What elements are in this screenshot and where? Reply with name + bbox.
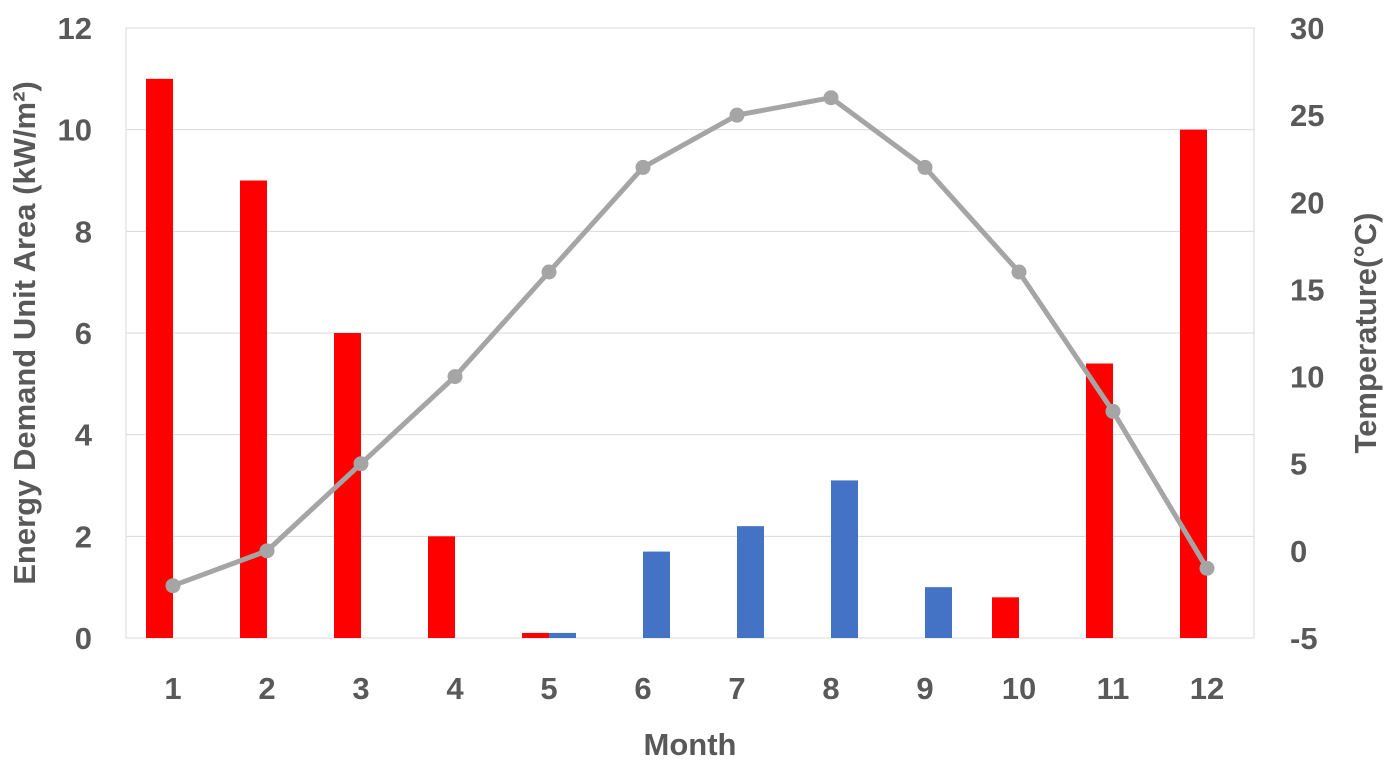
y2-tick-label: 20	[1290, 185, 1324, 220]
temperature-line-path	[172, 95, 1210, 589]
y2-tick-label: 15	[1290, 272, 1324, 307]
temperature-line	[165, 90, 1215, 594]
x-tick-label: 2	[258, 671, 275, 706]
x-tick-label: 8	[822, 671, 839, 706]
bar-heating	[522, 632, 549, 638]
y-tick-label: 12	[58, 11, 92, 46]
temperature-point	[541, 264, 557, 280]
bar-marks	[146, 78, 1207, 639]
temperature-point	[353, 456, 369, 472]
temperature-point	[729, 107, 745, 123]
bar-heating	[240, 180, 267, 638]
x-tick-label: 9	[916, 671, 933, 706]
bar-heating	[146, 78, 173, 639]
bar-cooling	[737, 526, 764, 638]
y2-tick-label: 10	[1290, 360, 1324, 395]
right-y-axis-title: Temperature(°C)	[1348, 213, 1383, 454]
y-tick-label: 2	[75, 519, 92, 554]
y-tick-label: 4	[75, 418, 93, 453]
temperature-point	[259, 543, 275, 559]
temperature-point	[1011, 264, 1027, 280]
x-tick-label: 3	[352, 671, 369, 706]
y2-tick-label: 30	[1290, 11, 1324, 46]
left-y-axis-title: Energy Demand Unit Area (kW/m²)	[7, 81, 42, 585]
temperature-point	[447, 369, 463, 385]
temperature-point	[823, 90, 839, 106]
y2-tick-label: -5	[1290, 621, 1318, 656]
y-tick-label: 10	[58, 113, 92, 148]
bar-cooling	[831, 480, 858, 638]
y-tick-label: 8	[75, 214, 92, 249]
bar-cooling	[925, 587, 952, 638]
x-tick-label: 6	[634, 671, 651, 706]
temperature-point	[1199, 560, 1215, 576]
y2-tick-label: 25	[1290, 98, 1324, 133]
y2-tick-label: 0	[1290, 534, 1307, 569]
gridlines	[126, 129, 1254, 537]
temperature-point	[165, 578, 181, 594]
y-tick-label: 0	[75, 621, 92, 656]
x-tick-label: 11	[1097, 671, 1130, 706]
temperature-point	[1105, 403, 1121, 419]
x-tick-label: 10	[1002, 671, 1036, 706]
x-tick-label: 5	[540, 671, 557, 706]
bar-cooling	[643, 551, 670, 638]
plot-area-border	[125, 27, 1255, 639]
temperature-point	[635, 159, 651, 175]
x-tick-label: 12	[1190, 671, 1224, 706]
x-tick-label: 1	[164, 671, 181, 706]
bar-heating	[992, 597, 1019, 638]
x-axis-ticks: 1 2 3 4 5 6 7 8 9 10 11 12	[164, 671, 1224, 706]
bar-heating	[1180, 129, 1207, 638]
temperature-point	[917, 159, 933, 175]
left-axis-ticks: 0 2 4 6 8 10 12	[58, 11, 93, 656]
x-tick-label: 7	[728, 671, 745, 706]
y-tick-label: 6	[75, 316, 92, 351]
x-tick-label: 4	[446, 671, 464, 706]
right-axis-ticks: -5 0 5 10 15 20 25 30	[1290, 11, 1324, 656]
x-axis-title: Month	[644, 727, 737, 762]
y2-tick-label: 5	[1290, 447, 1307, 482]
bar-cooling	[549, 632, 576, 638]
bar-heating	[428, 536, 455, 638]
